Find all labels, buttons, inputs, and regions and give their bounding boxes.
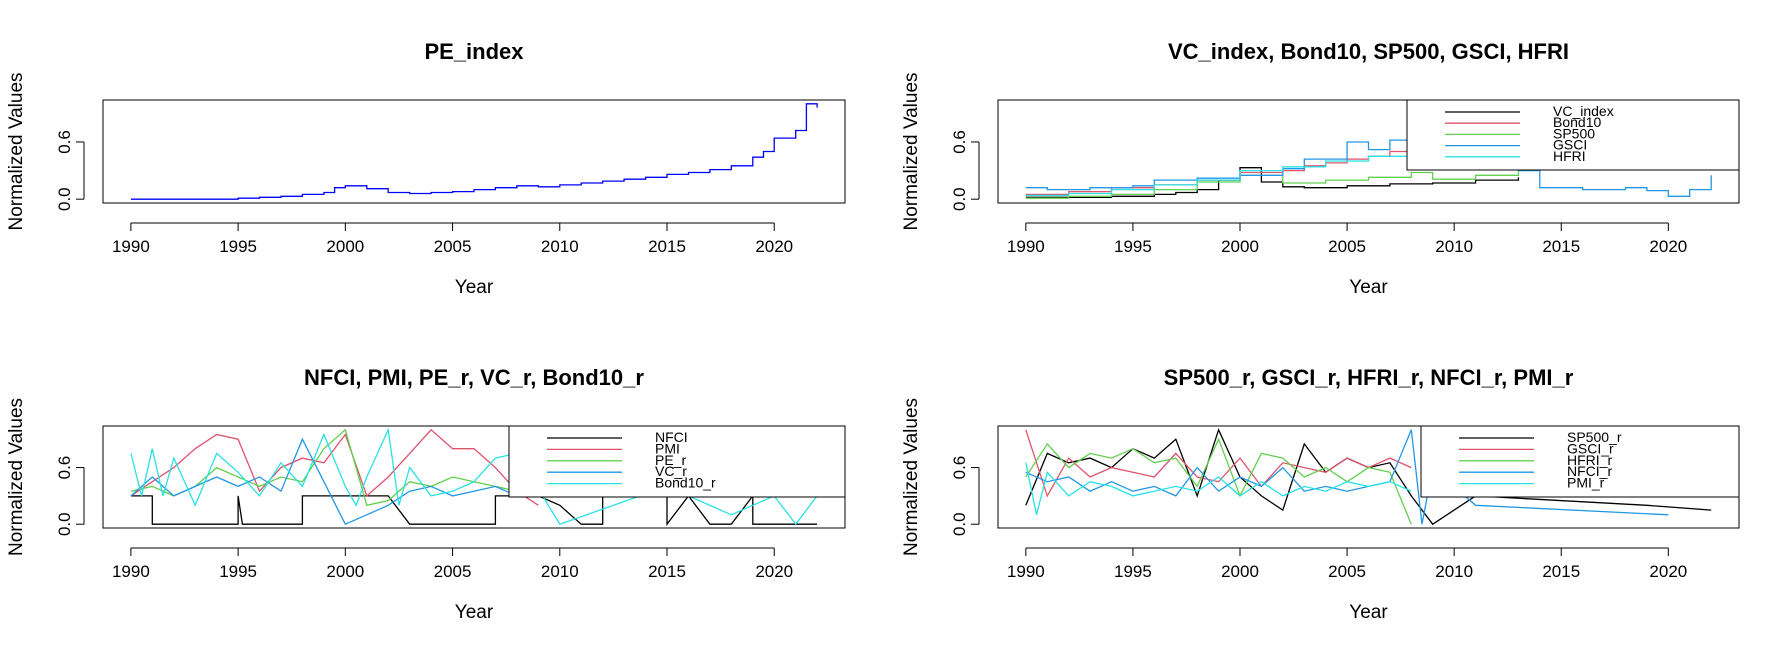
x-tick-label: 2005 [434, 562, 472, 581]
legend-label: NFCI [655, 429, 688, 445]
legend-label: GSCI_r [1567, 440, 1614, 456]
legend-label: PMI [655, 440, 680, 456]
legend-label: SP500_r [1567, 429, 1622, 445]
x-tick-label: 1990 [1007, 562, 1045, 581]
x-tick-label: 2015 [1542, 562, 1580, 581]
x-tick-label: 2020 [1649, 562, 1687, 581]
legend-label: Bond10 [1553, 114, 1601, 130]
x-tick-label: 2015 [648, 237, 686, 256]
x-tick-label: 2000 [326, 237, 364, 256]
x-axis-label: Year [1349, 602, 1388, 623]
chart-title: VC_index, Bond10, SP500, GSCI, HFRI [1168, 39, 1569, 64]
x-tick-label: 1990 [1007, 237, 1045, 256]
legend-label: PE_r [655, 452, 686, 468]
x-axis-label: Year [455, 602, 494, 623]
series-line-sp500-r [1025, 428, 1712, 526]
legend-label: HFRI [1553, 148, 1586, 164]
series-line-pmi [130, 428, 539, 506]
x-tick-label: 2020 [755, 237, 793, 256]
x-tick-label: 2000 [326, 562, 364, 581]
series-line-gsci [1025, 112, 1712, 197]
x-tick-label: 1995 [1114, 237, 1152, 256]
x-axis-label: Year [1349, 277, 1388, 298]
x-tick-label: 2000 [1221, 562, 1259, 581]
series-group [130, 103, 818, 200]
y-axis-label: Normalized Values [901, 72, 922, 230]
y-tick-label: 0.6 [55, 456, 74, 480]
chart-panel-1: 1990 1995 2000 2005 2010 2015 2020 Year 0.0 0.6 No… [6, 39, 846, 298]
x-tick-label: 2010 [1435, 562, 1473, 581]
x-tick-label: 2010 [541, 237, 579, 256]
series-line-hfri [1025, 149, 1412, 197]
series-line-pmi-r [1025, 462, 1412, 515]
y-tick-label: 0.0 [55, 187, 74, 211]
x-tick-label: 2010 [1435, 237, 1473, 256]
chart-title: PE_index [424, 39, 524, 64]
y-tick-label: 0.0 [950, 187, 969, 211]
x-tick-label: 2000 [1221, 237, 1259, 256]
legend-label: GSCI [1553, 137, 1587, 153]
x-tick-label: 2015 [648, 562, 686, 581]
x-tick-label: 1995 [219, 562, 257, 581]
x-tick-label: 2005 [1328, 562, 1366, 581]
series-line-sp500 [1025, 170, 1520, 199]
chart-panel-3: 1990 1995 2000 2005 2010 2015 2020 Year 0.0 0.6 No… [6, 365, 846, 623]
legend-label: PMI_r [1567, 475, 1605, 491]
x-tick-label: 1990 [112, 237, 150, 256]
x-tick-label: 2005 [1328, 237, 1366, 256]
x-tick-label: 1990 [112, 562, 150, 581]
chart-panel-4: 1990 1995 2000 2005 2010 2015 2020 Year 0.0 0.6 No… [901, 365, 1740, 623]
y-tick-label: 0.0 [55, 512, 74, 536]
legend-label: NFCI_r [1567, 463, 1612, 479]
x-tick-label: 2005 [434, 237, 472, 256]
series-line-nfci [130, 493, 818, 527]
chart-title: NFCI, PMI, PE_r, VC_r, Bond10_r [304, 365, 644, 390]
chart-title: SP500_r, GSCI_r, HFRI_r, NFCI_r, PMI_r [1164, 365, 1574, 390]
series-line-gsci-r [1025, 429, 1412, 498]
y-axis-label: Normalized Values [6, 398, 27, 556]
y-tick-label: 0.0 [950, 512, 969, 536]
y-tick-label: 0.6 [950, 130, 969, 154]
legend-label: VC_index [1553, 103, 1614, 119]
legend-label: VC_r [655, 463, 687, 479]
series-line-vc-r [130, 437, 518, 526]
chart-panel-2: 1990 1995 2000 2005 2010 2015 2020 Year 0.0 0.6 No… [901, 39, 1740, 298]
plot-box [102, 99, 846, 204]
legend-label: SP500 [1553, 125, 1595, 141]
x-tick-label: 1995 [219, 237, 257, 256]
x-axis-label: Year [455, 277, 494, 298]
x-tick-label: 2020 [1649, 237, 1687, 256]
legend-label: HFRI_r [1567, 452, 1612, 468]
x-tick-label: 2010 [541, 562, 579, 581]
series-group [130, 427, 818, 527]
y-axis-label: Normalized Values [901, 398, 922, 556]
y-tick-label: 0.6 [55, 130, 74, 154]
x-tick-label: 1995 [1114, 562, 1152, 581]
series-line-pe-index [130, 103, 818, 200]
series-line-bond10-r [130, 427, 818, 526]
legend-label: Bond10_r [655, 475, 716, 491]
series-group [1025, 428, 1712, 526]
x-tick-label: 2015 [1542, 237, 1580, 256]
x-tick-label: 2020 [755, 562, 793, 581]
y-axis-label: Normalized Values [6, 72, 27, 230]
y-tick-label: 0.6 [950, 456, 969, 480]
